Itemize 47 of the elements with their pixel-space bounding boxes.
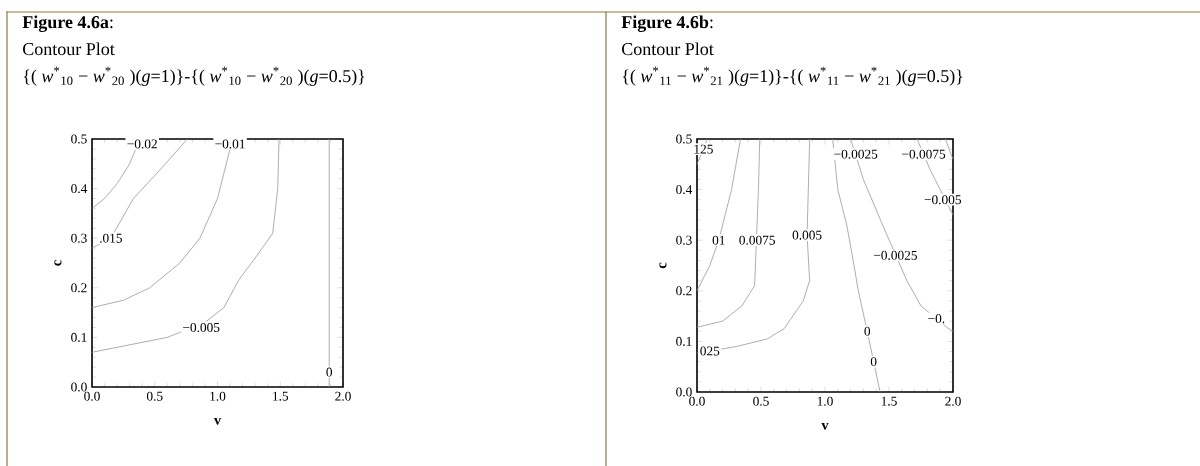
x-tick-label: 1.5 [881, 396, 897, 406]
annotation: 0 [870, 357, 877, 367]
y-tick-label: 0.1 [676, 336, 692, 346]
x-tick-label: 1.0 [210, 391, 226, 401]
annotation: 01 [712, 235, 725, 245]
x-tick-label: 1.0 [817, 396, 833, 406]
y-tick-label: 0.4 [676, 185, 693, 195]
annotation: −0.0025 [873, 250, 917, 260]
annotation: .015 [100, 233, 122, 243]
annotation: −0.0025 [834, 149, 878, 159]
chart-subtitle: Contour Plot [622, 42, 714, 56]
y-axis-title: c [659, 262, 667, 269]
x-tick-label: 1.5 [273, 391, 289, 401]
y-tick-label: 0.3 [676, 235, 692, 245]
annotation: 0.0075 [739, 235, 775, 245]
x-tick-label: 2.0 [335, 391, 351, 401]
chart-title: Figure 4.6a: [22, 15, 113, 32]
x-axis-title: v [213, 417, 222, 425]
y-tick-label: 0.4 [71, 184, 88, 194]
text: {( w$^{*}$$_{10}$ − w$^{*}$$_{20}$ )(g=1)}-{( w$^{*}$$_{10}$ − w$^{*}$$_{20}$ )(g=0.5)} [23, 66, 365, 86]
y-tick-label: 0.0 [71, 382, 87, 392]
x-tick-label: 2.0 [945, 396, 961, 406]
annotation: 0 [864, 326, 871, 336]
y-tick-label: 0.2 [71, 283, 87, 293]
annotation: −0.02 [127, 139, 157, 149]
annotation: −0.01 [215, 139, 245, 149]
chart-title: Figure 4.6b: [621, 15, 713, 32]
x-tick-label: 0.5 [146, 391, 163, 401]
x-tick-label: 0.0 [689, 396, 705, 406]
annotation: 0 [326, 367, 333, 377]
line-series [91, 138, 188, 249]
annotation: −0.0075 [902, 149, 946, 159]
y-tick-label: 0.3 [71, 233, 87, 243]
x-tick-label: 0.0 [84, 391, 100, 401]
y-tick-label: 0.1 [71, 332, 87, 342]
x-axis-title: v [821, 422, 829, 430]
x-tick-label: 0.5 [753, 396, 769, 406]
y-axis-title: c [54, 260, 62, 266]
line-series [696, 138, 741, 292]
chart-subtitle: Contour Plot [23, 42, 115, 56]
annotation: 0.005 [792, 230, 822, 240]
text: {( w$^{*}$$_{11}$ − w$^{*}$$_{21}$ )(g=1)}-{( w$^{*}$$_{11}$ − w$^{*}$$_{21}$ )(g=0.5)} [622, 66, 963, 86]
y-tick-label: 0.2 [676, 286, 692, 296]
y-tick-label: 0.5 [71, 134, 87, 144]
y-tick-label: 0.5 [676, 134, 692, 144]
annotation: −0.005 [183, 322, 220, 332]
annotation: −0.005 [924, 195, 961, 205]
